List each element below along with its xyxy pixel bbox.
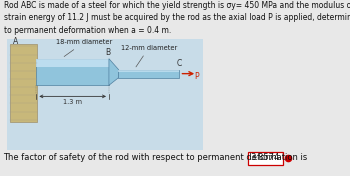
Text: 12-mm diameter: 12-mm diameter: [121, 45, 177, 67]
Text: 18-mm diameter: 18-mm diameter: [56, 39, 112, 56]
FancyBboxPatch shape: [10, 44, 37, 122]
Text: P: P: [194, 72, 199, 81]
Bar: [36, 59, 109, 67]
Bar: [118, 70, 180, 73]
Text: 1.3 m: 1.3 m: [63, 99, 82, 105]
Text: The factor of safety of the rod with respect to permanent deformation is: The factor of safety of the rod with res…: [4, 153, 308, 162]
Text: Rod ABC is made of a steel for which the yield strength is σy= 450 MPa and the m: Rod ABC is made of a steel for which the…: [4, 1, 350, 10]
FancyBboxPatch shape: [247, 152, 282, 165]
Text: to permanent deformation when a = 0.4 m.: to permanent deformation when a = 0.4 m.: [4, 26, 171, 34]
Text: B: B: [105, 48, 110, 57]
Text: A: A: [13, 37, 18, 46]
Text: C: C: [176, 59, 182, 68]
Polygon shape: [109, 59, 119, 85]
Bar: [36, 59, 109, 85]
Text: strain energy of 11.2 J must be acquired by the rod as the axial load P is appli: strain energy of 11.2 J must be acquired…: [4, 13, 350, 22]
Bar: [118, 70, 180, 77]
Text: 3.8574: 3.8574: [250, 153, 280, 162]
